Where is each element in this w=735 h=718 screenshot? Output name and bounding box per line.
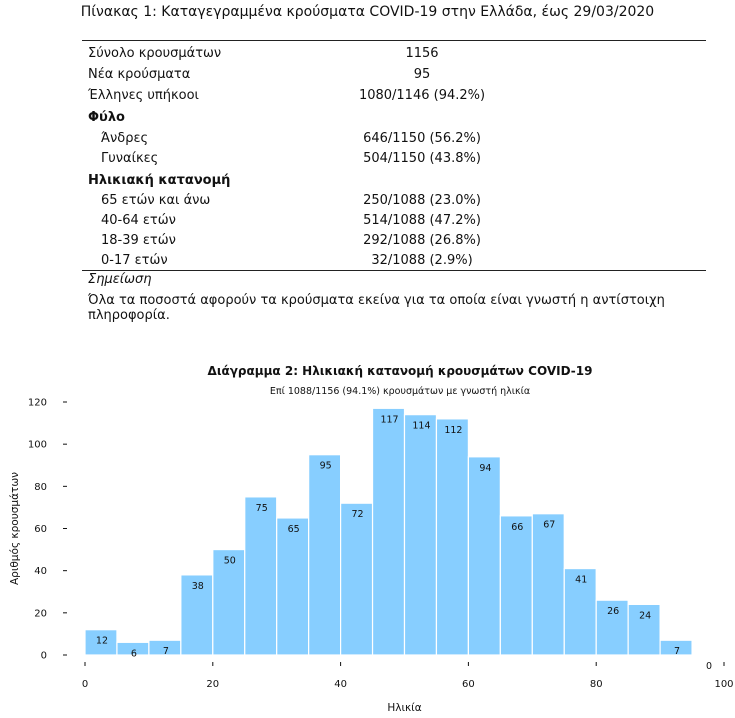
x-tick-label: 60 <box>462 679 475 690</box>
bar-value-label: 66 <box>511 522 523 533</box>
row-label: 65 ετών και άνω <box>101 193 211 208</box>
row-value: 95 <box>413 67 431 82</box>
x-tick-label: 40 <box>334 679 347 690</box>
chart-title: Διάγραμμα 2: Ηλικιακή κατανομή κρουσμάτω… <box>207 364 593 378</box>
table-row: 0-17 ετών 32/1088 (2.9%) <box>82 250 706 271</box>
table-row: 18-39 ετών 292/1088 (26.8%) <box>82 230 706 251</box>
x-tick-label: 80 <box>590 679 603 690</box>
section-heading-sex: Φύλο <box>82 107 706 128</box>
row-value: 1156 <box>405 46 439 61</box>
histogram-bar <box>659 639 693 656</box>
table-row: Σύνολο κρουσμάτων 1156 <box>82 43 706 64</box>
histogram-bar <box>371 407 406 656</box>
histogram-bar <box>180 574 214 656</box>
section-heading-label: Φύλο <box>88 110 125 125</box>
y-tick-label: 100 <box>28 440 47 451</box>
row-label: Έλληνες υπήκοοι <box>88 88 199 103</box>
histogram-bar <box>531 513 565 656</box>
y-tick-label: 80 <box>34 482 47 493</box>
bar-value-label: 95 <box>320 461 332 472</box>
table-title: Πίνακας 1: Καταγεγραμμένα κρούσματα COVI… <box>80 4 655 20</box>
histogram-bar <box>499 515 533 656</box>
table-top-rule <box>82 40 706 41</box>
row-label: Νέα κρούσματα <box>88 67 191 82</box>
row-value: 514/1088 (47.2%) <box>363 213 481 228</box>
histogram-bar <box>595 599 629 656</box>
histogram-bar <box>467 456 501 656</box>
table-bottom-rule <box>82 270 706 271</box>
y-tick-label: 0 <box>41 651 47 662</box>
histogram-bar <box>244 496 278 656</box>
row-value: 1080/1146 (94.2%) <box>358 88 486 103</box>
x-tick-label: 100 <box>714 679 733 690</box>
bar-value-label: 38 <box>192 581 204 592</box>
bar-value-label: 26 <box>607 606 619 617</box>
bar-value-label: 50 <box>224 556 236 567</box>
x-tick-label: 20 <box>206 679 219 690</box>
y-tick-label: 60 <box>34 524 47 535</box>
histogram-bar <box>435 418 470 656</box>
table-row: Άνδρες 646/1150 (56.2%) <box>82 128 706 149</box>
row-label: Άνδρες <box>101 131 149 146</box>
row-label: 40-64 ετών <box>101 213 176 228</box>
bar-value-label: 65 <box>288 524 300 535</box>
histogram-bar <box>308 454 342 656</box>
row-label: Σύνολο κρουσμάτων <box>88 46 222 61</box>
histogram-bar <box>563 567 597 656</box>
histogram-bar <box>403 414 438 656</box>
x-tick-label: 0 <box>82 679 88 690</box>
histogram-bar <box>276 517 310 656</box>
bar-value-label: 12 <box>96 636 108 647</box>
chart-subtitle: Επί 1088/1156 (94.1%) κρουσμάτων με γνωσ… <box>269 386 531 397</box>
table-row: 65 ετών και άνω 250/1088 (23.0%) <box>82 190 706 211</box>
y-tick-label: 40 <box>34 566 47 577</box>
histogram-bar <box>340 502 374 656</box>
section-heading-age: Ηλικιακή κατανομή <box>82 170 706 191</box>
histogram-bar <box>212 548 246 656</box>
bar-value-label: 24 <box>639 610 651 621</box>
row-value: 646/1150 (56.2%) <box>363 131 481 146</box>
bar-value-label: 112 <box>444 425 462 436</box>
bar-value-label: 41 <box>575 575 587 586</box>
note-text: Όλα τα ποσοστά αφορούν τα κρούσματα εκεί… <box>88 293 665 323</box>
row-value: 250/1088 (23.0%) <box>363 193 481 208</box>
bar-value-label: 67 <box>543 520 555 531</box>
bar-value-label: 114 <box>412 421 430 432</box>
bar-value-label: 0 <box>706 661 712 672</box>
table-row: Γυναίκες 504/1150 (43.8%) <box>82 148 706 169</box>
histogram-bar <box>627 603 661 656</box>
table-row: 40-64 ετών 514/1088 (47.2%) <box>82 210 706 231</box>
row-value: 504/1150 (43.8%) <box>363 151 481 166</box>
bar-value-label: 6 <box>131 648 137 659</box>
row-value: 292/1088 (26.8%) <box>363 233 481 248</box>
bar-value-label: 7 <box>674 646 680 657</box>
bar-value-label: 75 <box>256 503 268 514</box>
row-value: 32/1088 (2.9%) <box>371 253 473 268</box>
table-row: Έλληνες υπήκοοι 1080/1146 (94.2%) <box>82 85 706 106</box>
row-label: Γυναίκες <box>101 151 159 166</box>
histogram-bar <box>84 629 118 656</box>
note-title: Σημείωση <box>88 272 152 287</box>
y-tick-label: 120 <box>28 398 47 409</box>
bar-value-label: 7 <box>163 646 169 657</box>
bar-value-label: 94 <box>479 463 491 474</box>
table-row: Νέα κρούσματα 95 <box>82 64 706 85</box>
bar-value-label: 117 <box>380 414 398 425</box>
bar-value-label: 72 <box>352 509 364 520</box>
section-heading-label: Ηλικιακή κατανομή <box>88 173 231 188</box>
x-axis-label: Ηλικία <box>387 702 421 714</box>
y-tick-label: 20 <box>34 608 47 619</box>
y-axis-label: Αριθμός κρουσμάτων <box>9 472 21 585</box>
row-label: 0-17 ετών <box>101 253 168 268</box>
row-label: 18-39 ετών <box>101 233 176 248</box>
